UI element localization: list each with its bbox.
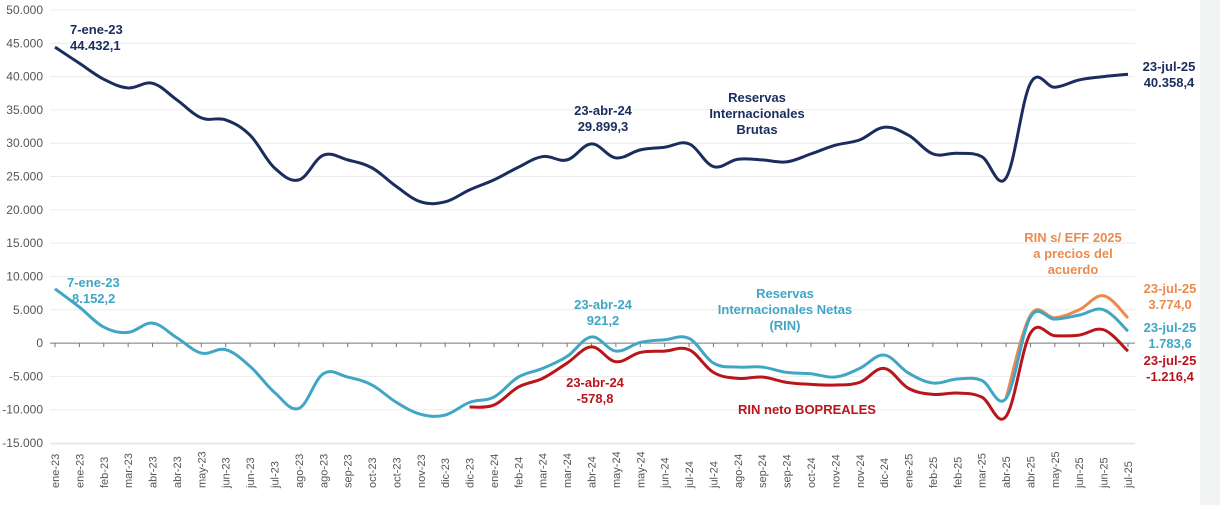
y-tick-label: 5.000 [13,303,43,317]
brutas-label-1: Reservas [728,90,786,105]
x-tick-label: ene-25 [904,454,916,488]
y-tick-label: 50.000 [6,3,43,17]
series-line-2 [469,325,1130,421]
y-tick-label: -10.000 [2,403,43,417]
brutas-mid-value: 29.899,3 [578,119,629,134]
x-tick-label: sep-23 [343,454,355,488]
x-tick-label: nov-24 [830,454,842,488]
x-tick-label: dic-24 [879,458,891,488]
rin-label-2: Internacionales Netas [718,302,852,317]
x-tick-label: mar-24 [562,453,574,488]
neto-label: RIN neto BOPREALES [738,402,876,417]
y-axis: 50.000 45.000 40.000 35.000 30.000 25.000 20.0… [2,3,43,450]
rin-end-date: 23-jul-25 [1144,320,1197,335]
x-tick-label: oct-23 [391,457,403,488]
side-strip [1200,0,1220,505]
x-tick-label: abr-25 [1025,456,1037,488]
y-tick-label: 0 [36,336,43,350]
y-tick-label: 10.000 [6,269,43,283]
x-tick-label: jul-24 [708,461,720,489]
neto-mid-value: -578,8 [577,391,614,406]
brutas-end-value: 40.358,4 [1144,75,1195,90]
x-tick-label: mar-25 [977,453,989,488]
rin-label-3: (RIN) [769,318,800,333]
y-tick-label: 45.000 [6,36,43,50]
x-tick-label: dic-23 [440,458,452,488]
x-tick-label: abr-23 [148,456,160,488]
series-line-0 [54,45,1129,206]
neto-end-value: -1.216,4 [1146,369,1194,384]
x-tick-label: sep-24 [782,454,794,488]
x-tick-label: oct-23 [367,457,379,488]
rin-start-date: 7-ene-23 [67,275,120,290]
rin-mid-value: 921,2 [587,313,620,328]
series-lines [54,45,1130,421]
x-tick-label: feb-24 [513,457,525,488]
y-tick-label: -15.000 [2,436,43,450]
x-tick-label: oct-24 [806,457,818,488]
brutas-start-value: 44.432,1 [70,38,121,53]
x-tick-label: jun-23 [221,457,233,489]
x-tick-label: jul-25 [1123,461,1135,489]
x-tick-label: mar-24 [538,453,550,488]
rin-label-1: Reservas [756,286,814,301]
brutas-start-date: 7-ene-23 [70,22,123,37]
x-axis: ene-23 ene-23 feb-23 mar-23 abr-23 abr-23 may-… [50,342,1135,489]
x-tick-label: sep-24 [757,454,769,488]
x-tick-label: feb-23 [99,457,111,488]
eff-end-date: 23-jul-25 [1144,281,1197,296]
eff-label-3: acuerdo [1048,262,1099,277]
x-tick-label: ago-23 [294,454,306,488]
x-tick-label: abr-23 [172,456,184,488]
x-tick-label: ago-23 [318,454,330,488]
x-tick-label: jun-23 [245,457,257,489]
x-tick-label: jun-25 [1074,457,1086,489]
brutas-end-date: 23-jul-25 [1143,59,1196,74]
brutas-label-3: Brutas [736,122,777,137]
x-tick-label: dic-23 [465,458,477,488]
x-tick-label: may-25 [1050,451,1062,488]
x-tick-label: may-23 [196,451,208,488]
rin-start-value: 8.152,2 [72,291,115,306]
x-tick-label: nov-23 [416,454,428,488]
x-tick-label: may-24 [635,451,647,488]
x-tick-label: jul-23 [269,461,281,489]
x-tick-label: mar-23 [123,453,135,488]
eff-end-value: 3.774,0 [1148,297,1191,312]
x-tick-label: ene-23 [74,454,86,488]
x-tick-label: ago-24 [733,454,745,488]
y-tick-label: -5.000 [9,369,43,383]
x-tick-label: feb-25 [952,457,964,488]
x-tick-label: nov-24 [855,454,867,488]
eff-label-1: RIN s/ EFF 2025 [1024,230,1122,245]
y-tick-label: 15.000 [6,236,43,250]
y-tick-label: 25.000 [6,170,43,184]
x-tick-label: feb-25 [928,457,940,488]
x-tick-label: may-24 [611,451,623,488]
eff-label-2: a precios del [1033,246,1112,261]
rin-end-value: 1.783,6 [1148,336,1191,351]
x-tick-label: abr-25 [1001,456,1013,488]
x-tick-label: jun-24 [660,457,672,489]
series-line-1 [54,287,1130,418]
x-tick-label: jul-24 [684,461,696,489]
y-tick-label: 30.000 [6,136,43,150]
x-tick-label: abr-24 [587,456,599,488]
brutas-label-2: Internacionales [709,106,804,121]
x-tick-label: ene-24 [489,454,501,488]
neto-end-date: 23-jul-25 [1144,353,1197,368]
y-tick-label: 40.000 [6,70,43,84]
rin-mid-date: 23-abr-24 [574,297,633,312]
annotations: 7-ene-23 44.432,1 23-abr-24 29.899,3 Res… [67,22,1196,417]
y-tick-label: 35.000 [6,103,43,117]
neto-mid-date: 23-abr-24 [566,375,625,390]
y-tick-label: 20.000 [6,203,43,217]
x-tick-label: jun-25 [1099,457,1111,489]
brutas-mid-date: 23-abr-24 [574,103,633,118]
x-tick-label: ene-23 [50,454,62,488]
